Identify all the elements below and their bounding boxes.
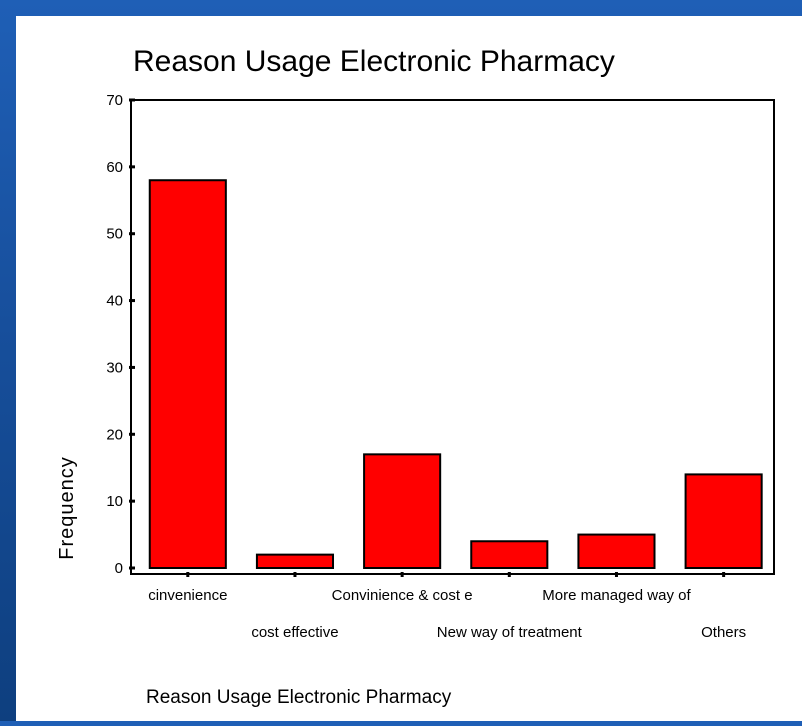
plot-frame	[131, 100, 774, 574]
bar	[686, 474, 762, 568]
y-tick-label: 60	[106, 159, 123, 176]
y-tick-label: 50	[106, 226, 123, 243]
chart-title: Reason Usage Electronic Pharmacy	[133, 45, 615, 78]
y-tick-label: 40	[106, 293, 123, 310]
y-tick-label: 30	[106, 359, 123, 376]
bar	[364, 454, 440, 568]
x-category-label: cinvenience	[148, 587, 227, 604]
y-axis-label: Frequency	[56, 456, 78, 560]
bar	[471, 541, 547, 568]
x-category-label: Others	[701, 624, 746, 641]
bars	[150, 180, 762, 568]
chart-panel: Reason Usage Electronic Pharmacy 0 10 20 30…	[16, 16, 802, 721]
x-axis-label: Reason Usage Electronic Pharmacy	[146, 687, 452, 708]
bar-chart: Reason Usage Electronic Pharmacy 0 10 20 30…	[16, 16, 802, 721]
x-category-label: Convinience & cost e	[332, 587, 473, 604]
y-tick-label: 10	[106, 493, 123, 510]
x-category-label: New way of treatment	[437, 624, 583, 641]
bar	[578, 535, 654, 568]
x-category-label: cost effective	[251, 624, 338, 641]
bar	[257, 555, 333, 568]
y-tick-label: 70	[106, 92, 123, 109]
x-category-label: More managed way of	[542, 587, 691, 604]
x-axis-category-labels: cinvenience cost effective Convinience & c…	[148, 587, 746, 641]
bar	[150, 180, 226, 568]
y-tick-label: 20	[106, 426, 123, 443]
y-tick-label: 0	[115, 560, 123, 577]
